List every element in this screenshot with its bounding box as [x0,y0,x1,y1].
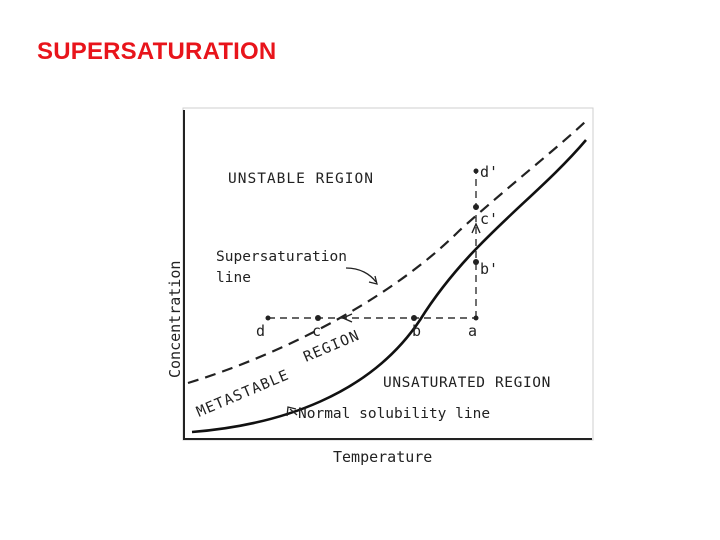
point-b-prime [473,259,479,265]
unsaturated-region-label: UNSATURATED REGION [383,375,551,391]
label-c-prime: c' [480,210,498,228]
y-axis-label: Concentration [166,261,184,378]
supersaturation-line [187,121,586,385]
label-b-prime: b' [480,260,498,278]
point-c [315,315,321,321]
label-b: b [412,322,421,340]
solubility-pointer-icon [289,408,298,416]
supersaturation-pointer-icon [345,267,377,283]
arrow-to-c-prime-icon [471,222,481,234]
solubility-label: Normal solubility line [298,406,490,422]
label-d: d [256,322,265,340]
supersaturation-label: Supersaturation [216,249,347,265]
label-d-prime: d' [480,163,498,181]
unstable-region-label: UNSTABLE REGION [228,171,374,187]
point-c-prime [473,204,479,210]
arrow-to-c-icon [341,313,353,323]
slide-title: SUPERSATURATION [37,38,277,65]
label-a: a [468,322,477,340]
supersaturation-label-line: line [216,270,251,286]
point-d [265,315,271,321]
point-a [473,315,479,321]
label-c: c [312,322,321,340]
supersaturation-arrowhead-icon [368,275,378,285]
point-d-prime [473,168,479,174]
x-axis-label: Temperature [333,448,432,466]
solubility-arrowhead-icon [286,406,297,417]
point-b [411,315,417,321]
solubility-line [191,139,587,434]
